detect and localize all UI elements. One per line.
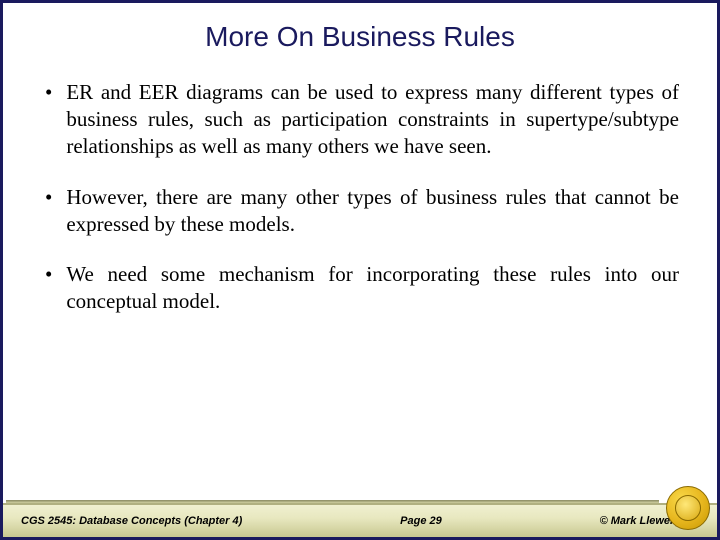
footer-page: Page 29 — [400, 515, 442, 527]
bullet-marker-icon: • — [41, 261, 52, 315]
footer-course: CGS 2545: Database Concepts (Chapter 4) — [21, 515, 242, 527]
content-area: • ER and EER diagrams can be used to exp… — [3, 61, 717, 537]
bullet-text: ER and EER diagrams can be used to expre… — [66, 79, 679, 160]
bullet-text: We need some mechanism for incorporating… — [66, 261, 679, 315]
bullet-item: • However, there are many other types of… — [41, 184, 679, 238]
bullet-item: • ER and EER diagrams can be used to exp… — [41, 79, 679, 160]
logo-container — [662, 482, 714, 534]
slide-title: More On Business Rules — [3, 3, 717, 61]
bullet-list: • ER and EER diagrams can be used to exp… — [41, 79, 679, 315]
bullet-marker-icon: • — [41, 184, 52, 238]
bullet-text: However, there are many other types of b… — [66, 184, 679, 238]
footer: CGS 2545: Database Concepts (Chapter 4) … — [3, 503, 717, 537]
footer-bar: CGS 2545: Database Concepts (Chapter 4) … — [3, 503, 717, 537]
slide-container: More On Business Rules • ER and EER diag… — [0, 0, 720, 540]
bullet-marker-icon: • — [41, 79, 52, 160]
ucf-logo-icon — [666, 486, 710, 530]
bullet-item: • We need some mechanism for incorporati… — [41, 261, 679, 315]
logo-inner-icon — [675, 495, 701, 521]
